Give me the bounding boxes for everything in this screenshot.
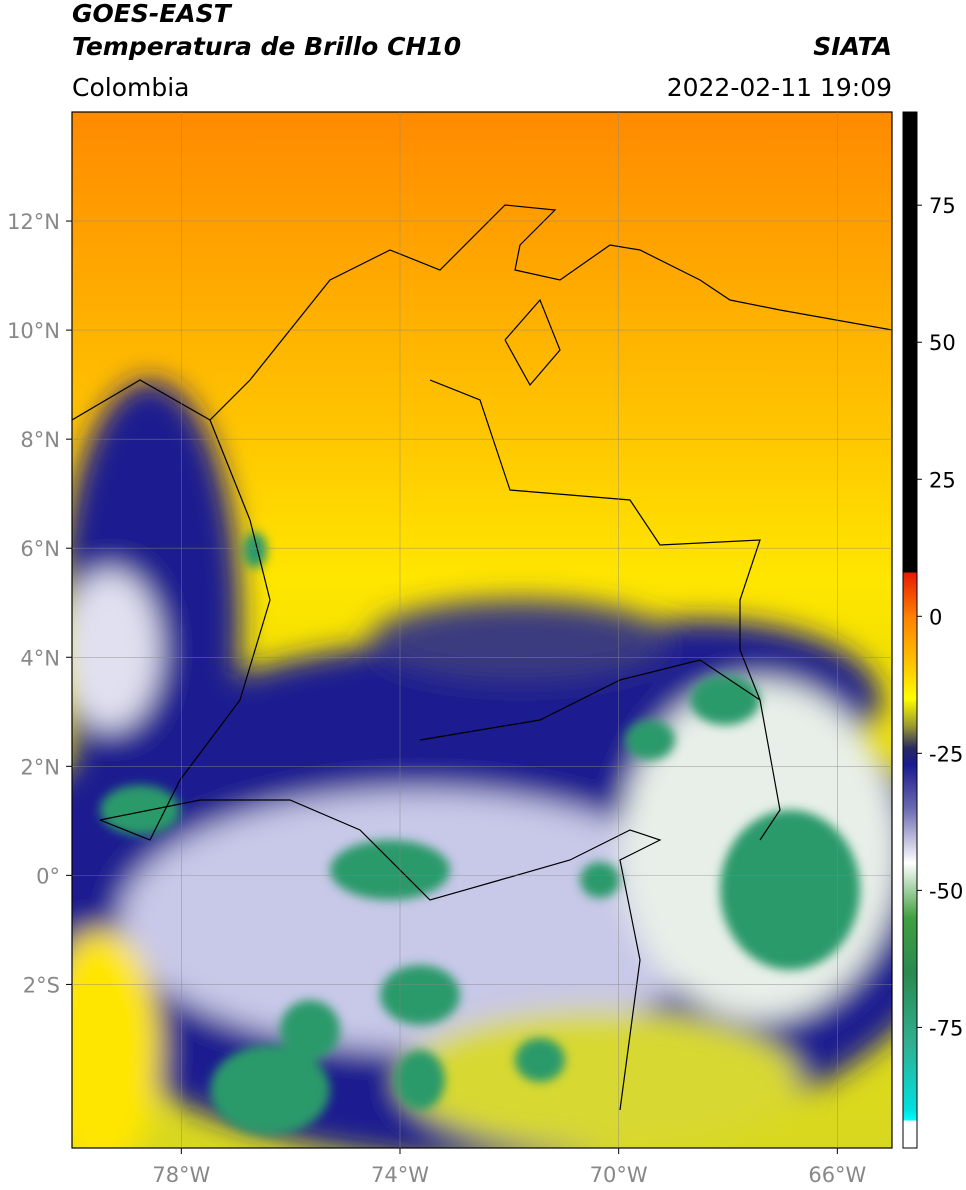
lat-tick-label: 2°S bbox=[23, 973, 60, 997]
colorbar-tick-label: 50 bbox=[929, 331, 956, 355]
colorbar bbox=[902, 111, 918, 1149]
map-frame bbox=[71, 111, 893, 1149]
datetime: 2022-02-11 19:09 bbox=[667, 73, 892, 102]
colorbar-tick-label: 0 bbox=[929, 605, 942, 629]
colorbar-tick-label: 25 bbox=[929, 468, 956, 492]
lon-tick-label: 66°W bbox=[808, 1163, 866, 1187]
lon-tick-label: 74°W bbox=[371, 1163, 429, 1187]
lat-tick-label: 4°N bbox=[20, 646, 60, 670]
source: SIATA bbox=[813, 32, 892, 61]
lat-tick-label: 2°N bbox=[20, 755, 60, 779]
lat-tick-label: 10°N bbox=[7, 319, 60, 343]
lon-tick-label: 78°W bbox=[152, 1163, 210, 1187]
colorbar-tick-label: -75 bbox=[929, 1016, 963, 1040]
lat-tick-label: 0° bbox=[36, 864, 60, 888]
colorbar-tick-label: 75 bbox=[929, 194, 956, 218]
title: GOES-EAST bbox=[72, 0, 233, 28]
subtitle: Temperatura de Brillo CH10 bbox=[72, 32, 461, 61]
lat-tick-label: 6°N bbox=[20, 537, 60, 561]
colorbar-tick-label: -50 bbox=[929, 879, 963, 903]
lat-tick-label: 12°N bbox=[7, 210, 60, 234]
lon-tick-label: 70°W bbox=[590, 1163, 648, 1187]
lat-tick-label: 8°N bbox=[20, 428, 60, 452]
region: Colombia bbox=[72, 73, 189, 102]
colorbar-tick-label: -25 bbox=[929, 742, 963, 766]
satellite-image bbox=[72, 112, 892, 1148]
